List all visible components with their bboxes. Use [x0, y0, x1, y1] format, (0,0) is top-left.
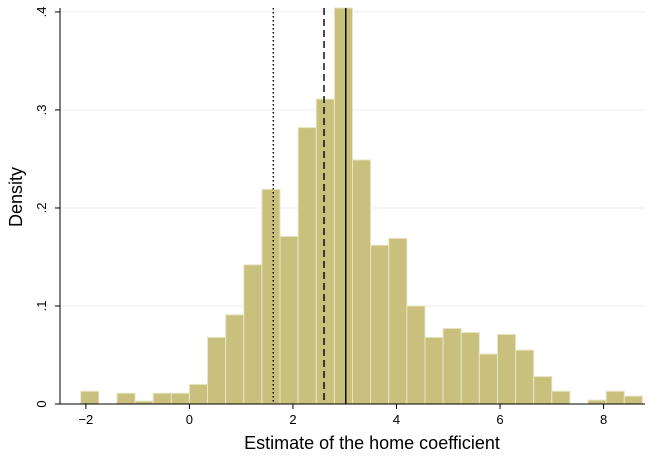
- histogram-bar-21: [478, 353, 498, 405]
- y-tick-label-0: 0: [34, 400, 49, 407]
- histogram-bar-7: [225, 314, 245, 405]
- x-tick-label-4: 6: [496, 412, 503, 427]
- histogram-bar-1: [116, 392, 136, 405]
- histogram-bar-13: [333, 7, 353, 405]
- axes: −2 0 2 4 6 8 0 .1 .2 .3 .4: [34, 6, 645, 427]
- x-tick-label-0: −2: [78, 412, 93, 427]
- histogram-bar-9: [261, 188, 281, 405]
- histogram-bar-14: [352, 159, 372, 405]
- histogram-bar-15: [370, 244, 390, 405]
- y-tick-label-4: .4: [34, 6, 49, 17]
- reference-lines: [272, 8, 347, 404]
- histogram-bar-17: [406, 305, 426, 405]
- histogram-bar-19: [442, 328, 462, 405]
- y-axis-title: Density: [6, 167, 26, 227]
- histogram-bars: [80, 7, 643, 405]
- y-tick-label-2: .2: [34, 203, 49, 214]
- x-tick-label-1: 0: [186, 412, 193, 427]
- y-tick-label-3: .3: [34, 105, 49, 116]
- x-tick-label-5: 8: [600, 412, 607, 427]
- histogram-bar-26: [587, 399, 607, 405]
- histogram-bar-3: [152, 392, 172, 405]
- histogram-bar-27: [605, 390, 625, 405]
- histogram-bar-8: [243, 264, 263, 405]
- histogram-bar-16: [388, 237, 408, 405]
- histogram-bar-0: [80, 390, 100, 405]
- histogram-bar-25: [551, 390, 571, 405]
- histogram-bar-11: [297, 127, 317, 405]
- histogram-bar-22: [496, 333, 517, 405]
- x-tick-label-2: 2: [289, 412, 296, 427]
- histogram-bar-18: [424, 336, 444, 405]
- histogram-bar-6: [207, 336, 227, 405]
- x-axis-title: Estimate of the home coefficient: [244, 433, 500, 453]
- x-tick-label-3: 4: [393, 412, 400, 427]
- histogram-bar-24: [533, 376, 553, 405]
- histogram-bar-10: [279, 235, 299, 405]
- histogram-bar-20: [460, 331, 480, 405]
- histogram-bar-12: [315, 98, 335, 405]
- histogram-bar-4: [170, 392, 190, 405]
- histogram-bar-28: [623, 395, 643, 405]
- y-tick-label-1: .1: [34, 301, 49, 312]
- histogram-bar-23: [515, 349, 535, 405]
- histogram-bar-5: [188, 383, 209, 405]
